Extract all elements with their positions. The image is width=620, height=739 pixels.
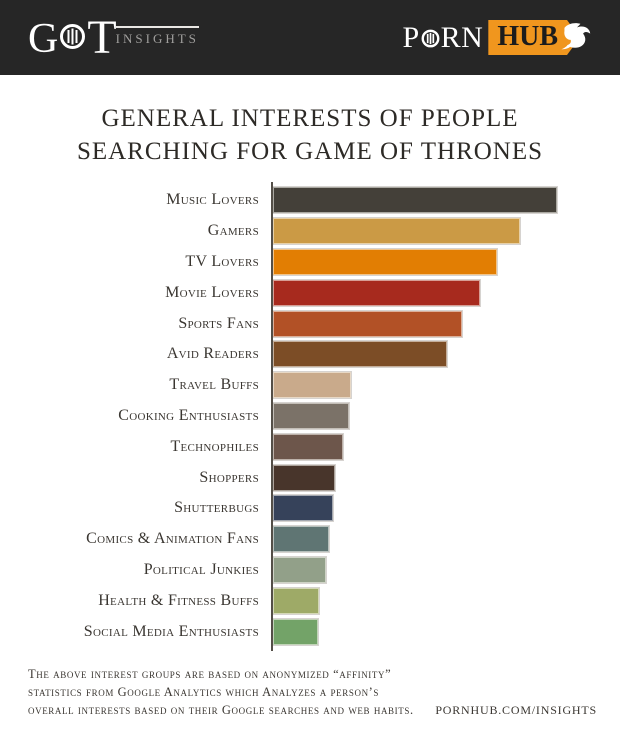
got-letter-g: G <box>28 16 59 62</box>
chart-row: Music Lovers <box>0 185 620 216</box>
chart-row: Comics & Animation Fans <box>0 524 620 555</box>
category-label: Gamers <box>207 222 259 240</box>
dragon-icon <box>560 20 592 55</box>
chart-row: Movie Lovers <box>0 277 620 308</box>
chart-row: Avid Readers <box>0 339 620 370</box>
footer: The above interest groups are based on a… <box>0 665 620 719</box>
chart-row: Political Junkies <box>0 555 620 586</box>
category-label: Music Lovers <box>166 191 259 209</box>
chart-title: GENERAL INTERESTS OF PEOPLE SEARCHING FO… <box>0 102 620 168</box>
category-label: Comics & Animation Fans <box>86 530 259 548</box>
category-label: Cooking Enthusiasts <box>118 406 259 424</box>
chart-row: Sports Fans <box>0 308 620 339</box>
chart-row: Shutterbugs <box>0 493 620 524</box>
bar-chart: Music Lovers Gamers TV Lovers Movie Love… <box>0 182 620 651</box>
header-bar: G T INSIGHTS P <box>0 0 620 75</box>
chart-row: Technophiles <box>0 431 620 462</box>
category-label: TV Lovers <box>185 252 259 270</box>
pornhub-logo: P RN HUB <box>402 20 592 55</box>
pornhub-letter-p: P <box>402 20 420 54</box>
category-label: Travel Buffs <box>169 376 259 394</box>
note-line-2: statistics from Google Analytics which A… <box>28 684 380 699</box>
methodology-note: The above interest groups are based on a… <box>28 665 414 719</box>
chart-row: Cooking Enthusiasts <box>0 401 620 432</box>
chart-title-line2: SEARCHING FOR GAME OF THRONES <box>76 138 544 165</box>
bar <box>273 187 557 214</box>
category-label: Shoppers <box>199 468 259 486</box>
note-line-3: overall interests based on their Google … <box>28 702 414 717</box>
bar <box>273 433 343 460</box>
category-label: Social Media Enthusiasts <box>83 622 259 640</box>
chart-row: Health & Fitness Buffs <box>0 585 620 616</box>
chart-row: TV Lovers <box>0 247 620 278</box>
bar <box>273 587 319 614</box>
category-label: Technophiles <box>170 437 259 455</box>
got-insights-logo: G T INSIGHTS <box>28 11 199 64</box>
chart-title-line1: GENERAL INTERESTS OF PEOPLE <box>101 105 519 132</box>
chart-row: Gamers <box>0 216 620 247</box>
bar <box>273 402 349 429</box>
category-label: Shutterbugs <box>174 499 259 517</box>
category-label: Movie Lovers <box>165 283 259 301</box>
bar <box>273 372 351 399</box>
pornhub-letters-rn: RN <box>440 20 484 54</box>
got-barred-o-icon <box>59 23 86 54</box>
bar <box>273 556 326 583</box>
pornhub-porn-text: P RN <box>402 22 483 54</box>
bar <box>273 248 497 275</box>
category-label: Sports Fans <box>178 314 259 332</box>
axis-line <box>271 182 273 651</box>
chart-row: Social Media Enthusiasts <box>0 616 620 647</box>
bar <box>273 526 329 553</box>
category-label: Health & Fitness Buffs <box>98 591 259 609</box>
bar <box>273 618 318 645</box>
bar <box>273 495 333 522</box>
note-line-1: The above interest groups are based on a… <box>28 666 392 681</box>
category-label: Avid Readers <box>166 345 259 363</box>
bar <box>273 279 480 306</box>
got-letter-t: T <box>87 11 117 64</box>
category-label: Political Junkies <box>143 560 259 578</box>
bar <box>273 464 335 491</box>
got-insights-label: INSIGHTS <box>115 26 199 45</box>
site-url: PORNHUB.COM/INSIGHTS <box>435 702 597 717</box>
pornhub-barred-o-icon <box>421 24 440 54</box>
pornhub-hub-badge: HUB <box>488 20 580 55</box>
chart-row: Shoppers <box>0 462 620 493</box>
bar <box>273 218 520 245</box>
bar <box>273 341 447 368</box>
chart-row: Travel Buffs <box>0 370 620 401</box>
bar <box>273 310 462 337</box>
